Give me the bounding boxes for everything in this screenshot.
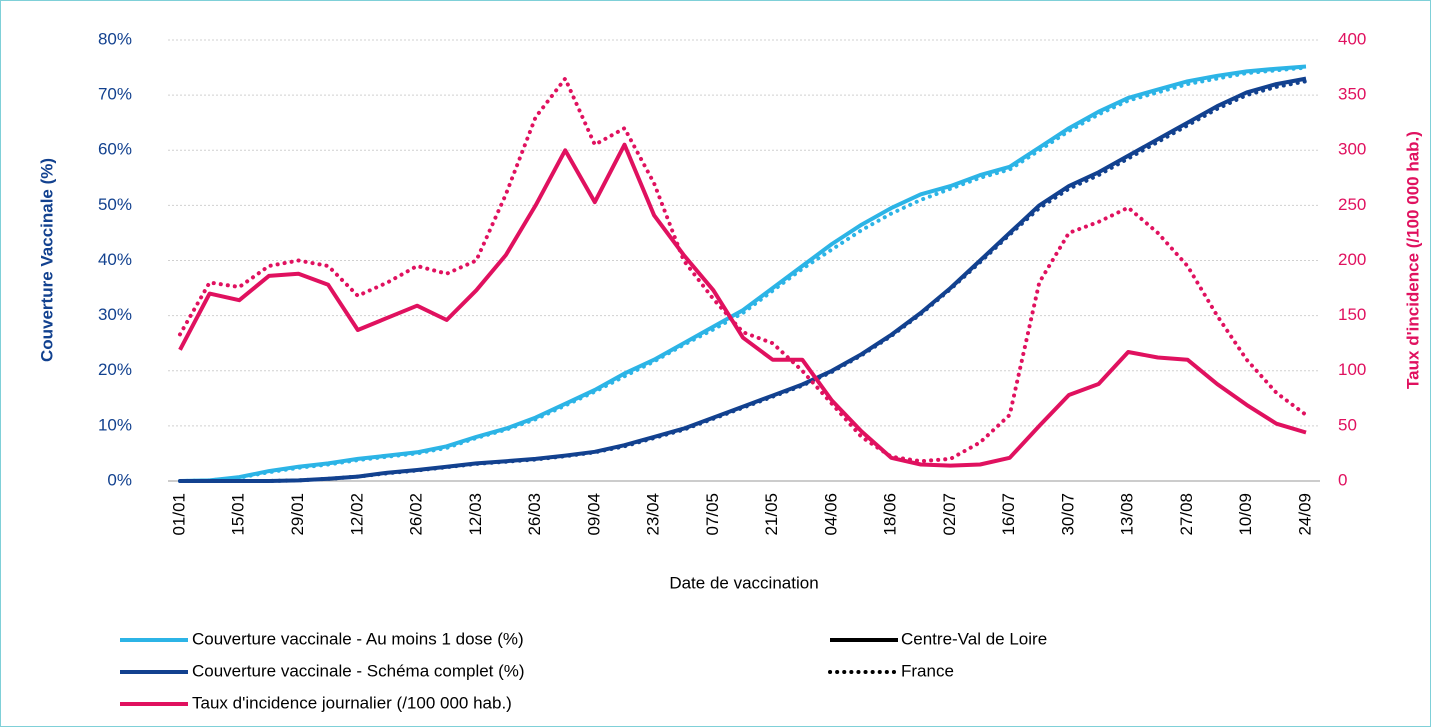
y-tick-label: 0% [107, 470, 132, 489]
x-tick-label: 13/08 [1118, 493, 1137, 536]
y2-tick-label: 300 [1338, 140, 1366, 159]
y-tick-label: 20% [98, 360, 132, 379]
x-tick-label: 12/03 [466, 493, 485, 536]
y-axis-title: Couverture Vaccinale (%) [37, 158, 56, 362]
x-tick-label: 10/09 [1236, 493, 1255, 536]
x-tick-label: 09/04 [584, 493, 603, 536]
x-tick-label: 15/01 [229, 493, 248, 536]
y2-tick-label: 350 [1338, 85, 1366, 104]
x-tick-label: 26/03 [525, 493, 544, 536]
x-tick-label: 23/04 [644, 493, 663, 536]
x-tick-label: 29/01 [288, 493, 307, 536]
series-line [178, 142, 1307, 468]
x-tick-label: 30/07 [1058, 493, 1077, 536]
x-tick-label: 24/09 [1295, 493, 1314, 536]
y-tick-label: 80% [98, 29, 132, 48]
legend-label: France [901, 661, 954, 680]
y-tick-label: 10% [98, 415, 132, 434]
x-tick-label: 07/05 [703, 493, 722, 536]
x-tick-label: 16/07 [999, 493, 1018, 536]
y2-tick-label: 200 [1338, 250, 1366, 269]
y2-tick-label: 50 [1338, 415, 1357, 434]
x-tick-label: 27/08 [1177, 493, 1196, 536]
legend-label: Couverture vaccinale - Schéma complet (%… [192, 661, 525, 680]
y2-tick-label: 100 [1338, 360, 1366, 379]
y-tick-label: 70% [98, 85, 132, 104]
y2-tick-label: 250 [1338, 195, 1366, 214]
x-tick-label: 26/02 [407, 493, 426, 536]
y2-tick-label: 0 [1338, 470, 1347, 489]
y-tick-label: 60% [98, 140, 132, 159]
x-tick-label: 18/06 [881, 493, 900, 536]
series-line [178, 74, 1308, 464]
y-tick-label: 40% [98, 250, 132, 269]
y2-axis-title: Taux d'incidence (/100 000 hab.) [1403, 131, 1422, 389]
x-tick-label: 21/05 [762, 493, 781, 536]
x-tick-label: 12/02 [347, 493, 366, 536]
series-line [178, 79, 1308, 483]
x-tick-label: 01/01 [169, 493, 188, 536]
series-line [179, 64, 1307, 483]
y-tick-label: 30% [98, 305, 132, 324]
x-tick-label: 04/06 [821, 493, 840, 536]
legend-label: Centre-Val de Loire [901, 629, 1047, 648]
legend-label: Taux d'incidence journalier (/100 000 ha… [192, 693, 512, 712]
series-line [180, 76, 1307, 483]
x-axis-title: Date de vaccination [669, 573, 818, 592]
y2-tick-label: 150 [1338, 305, 1366, 324]
x-tick-label: 02/07 [940, 493, 959, 536]
series-line [178, 65, 1308, 483]
y-tick-label: 50% [98, 195, 132, 214]
legend-label: Couverture vaccinale - Au moins 1 dose (… [192, 629, 524, 648]
y2-tick-label: 400 [1338, 29, 1366, 48]
